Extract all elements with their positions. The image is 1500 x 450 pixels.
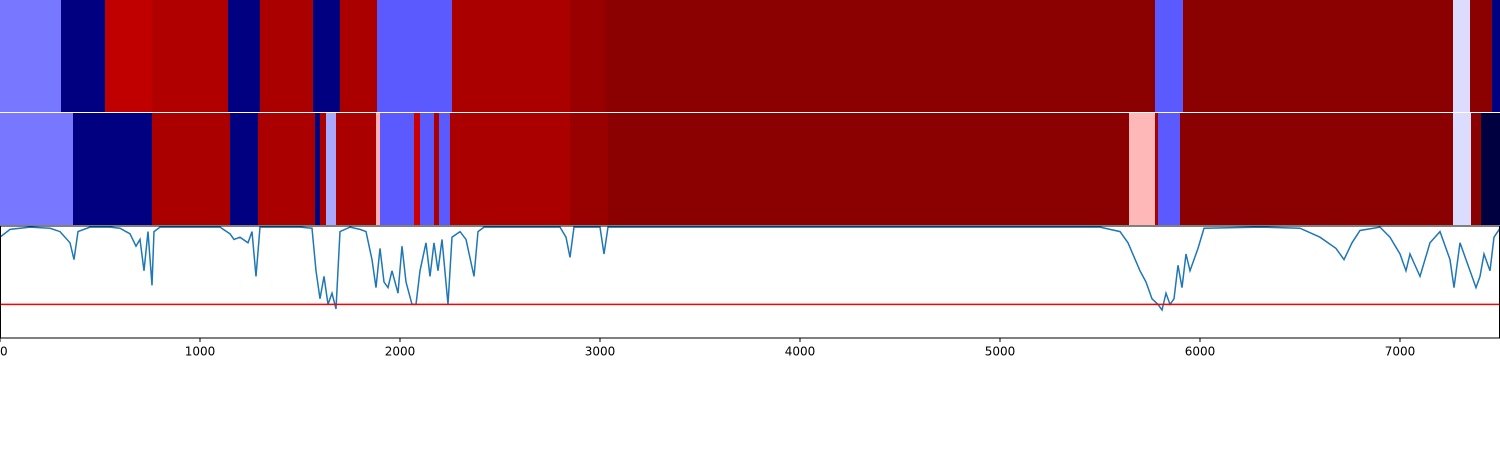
segment — [1155, 113, 1158, 225]
segment — [1129, 113, 1155, 225]
segment — [1481, 113, 1500, 225]
segment — [152, 113, 230, 225]
series-line — [0, 226, 1500, 312]
segment — [61, 0, 105, 112]
segment — [1180, 113, 1453, 225]
segment — [450, 113, 570, 225]
segment — [570, 0, 605, 112]
x-tick-label: 7000 — [1385, 345, 1416, 359]
segment — [452, 0, 570, 112]
segment — [377, 0, 452, 112]
segment — [320, 113, 326, 225]
x-tick-label: 4000 — [785, 345, 816, 359]
x-tick-label: 3000 — [585, 345, 616, 359]
x-tick-label: 2000 — [385, 345, 416, 359]
segment — [313, 0, 340, 112]
segment — [1453, 0, 1470, 112]
segment — [608, 113, 1129, 225]
axes-frame — [0, 225, 1500, 339]
segment — [315, 113, 320, 225]
x-tick-label: 1000 — [185, 345, 216, 359]
segment — [420, 113, 434, 225]
segment — [605, 0, 1155, 112]
segment — [1453, 113, 1471, 225]
segment — [570, 113, 608, 225]
segment — [260, 0, 313, 112]
segment — [1183, 0, 1453, 112]
segment — [326, 113, 336, 225]
segment — [1155, 0, 1183, 112]
segment — [376, 113, 380, 225]
segment — [152, 0, 228, 112]
segment — [105, 0, 152, 112]
segment — [0, 0, 61, 112]
segment — [1158, 113, 1180, 225]
segment — [434, 113, 439, 225]
segment — [414, 113, 420, 225]
x-tick-label: 6000 — [1185, 345, 1216, 359]
segment — [73, 113, 152, 225]
segment — [380, 113, 414, 225]
segment — [228, 0, 260, 112]
segment — [336, 113, 376, 225]
segment — [340, 0, 377, 112]
segment — [230, 113, 258, 225]
segment — [0, 113, 73, 225]
x-tick-label: 5000 — [985, 345, 1016, 359]
segment — [1471, 113, 1481, 225]
segment — [1492, 0, 1500, 112]
segment — [439, 113, 450, 225]
x-tick-label: 0 — [0, 345, 8, 359]
segment — [258, 113, 315, 225]
segment — [1470, 0, 1492, 112]
